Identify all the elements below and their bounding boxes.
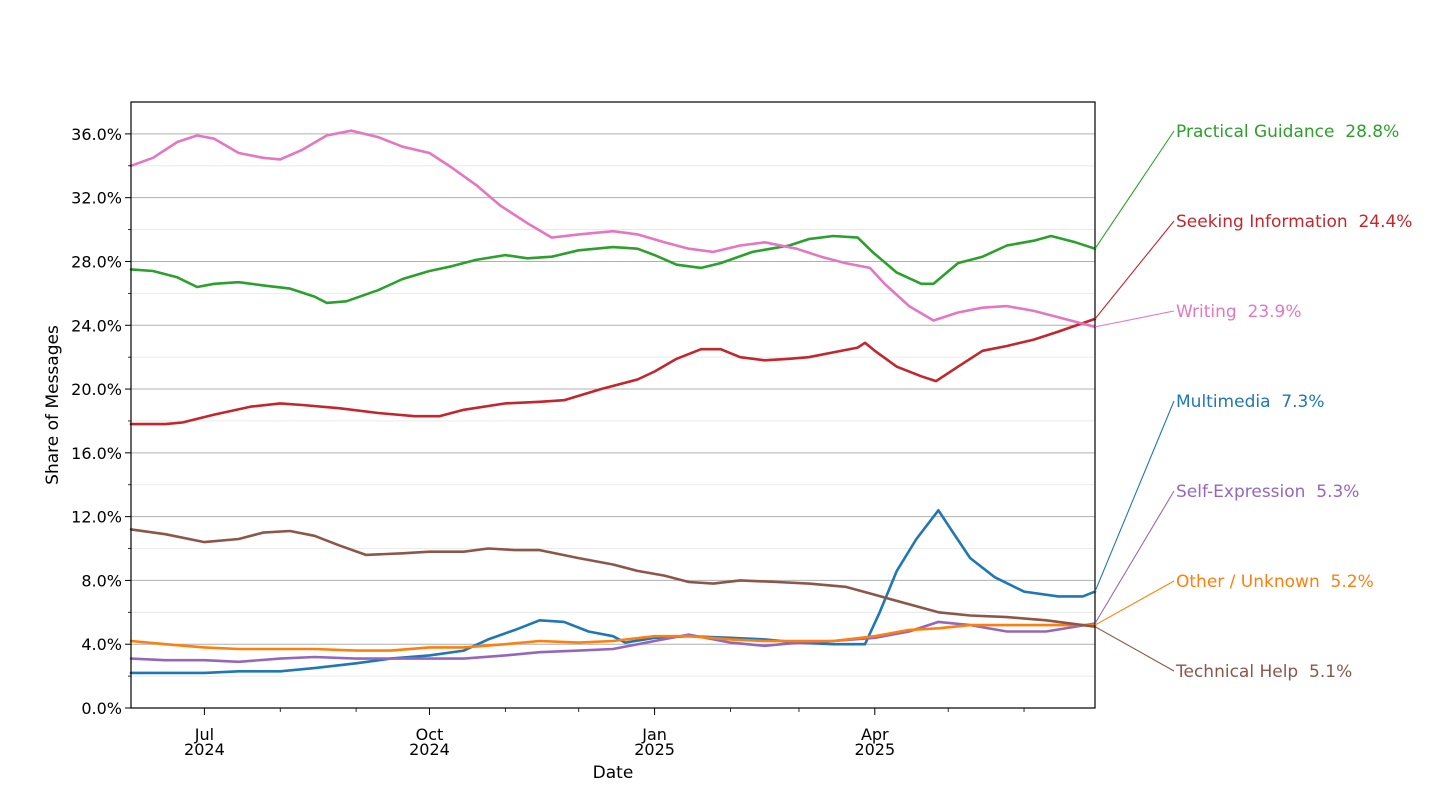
leader-line-practical-guidance [1094, 130, 1175, 250]
series-line-technical-help [129, 528, 1097, 629]
y-tick-label: 0.0% [81, 699, 122, 718]
x-tick-month: Apr [861, 725, 889, 744]
series-line-seeking-information [129, 317, 1097, 426]
x-tick-year: 2025 [634, 740, 675, 759]
x-tick-year: 2024 [184, 740, 225, 759]
y-tick-label: 12.0% [71, 508, 122, 527]
series-line-other-unknown [129, 623, 1097, 652]
end-label-seeking-information: Seeking Information 24.4% [1176, 212, 1412, 232]
y-tick-label: 16.0% [71, 444, 122, 463]
y-tick-label: 8.0% [81, 571, 122, 590]
leader-line-writing [1094, 310, 1175, 328]
end-label-technical-help: Technical Help 5.1% [1175, 662, 1352, 682]
series-line-self-expression [129, 620, 1097, 664]
plot-frame [130, 101, 1096, 709]
series-line-practical-guidance [129, 234, 1097, 305]
leader-line-self-expression [1094, 490, 1175, 624]
y-tick-label: 36.0% [71, 125, 122, 144]
end-label-multimedia: Multimedia 7.3% [1176, 392, 1325, 412]
leader-line-seeking-information [1094, 220, 1175, 320]
leader-line-other-unknown [1094, 580, 1175, 626]
leader-line-technical-help [1094, 626, 1175, 672]
end-label-other-unknown: Other / Unknown 5.2% [1176, 572, 1374, 592]
end-label-self-expression: Self-Expression 5.3% [1176, 482, 1359, 502]
x-tick-month: Oct [416, 725, 444, 744]
x-tick-year: 2025 [854, 740, 895, 759]
series-line-multimedia [129, 508, 1097, 675]
x-tick-year: 2024 [409, 740, 450, 759]
leader-line-multimedia [1094, 400, 1175, 592]
series-line-writing [129, 129, 1097, 329]
x-tick-month: Jul [194, 725, 214, 744]
gridlines [131, 133, 1095, 677]
end-label-writing: Writing 23.9% [1176, 302, 1302, 322]
y-axis-title: Share of Messages [43, 325, 63, 485]
x-tick-month: Jan [641, 725, 667, 744]
end-label-practical-guidance: Practical Guidance 28.8% [1176, 122, 1399, 142]
y-tick-label: 20.0% [71, 380, 122, 399]
y-tick-label: 4.0% [81, 635, 122, 654]
y-tick-label: 32.0% [71, 189, 122, 208]
x-axis-title: Date [593, 763, 634, 783]
y-axis: 0.0% 4.0% 8.0% 12.0% 16.0% 20.0% 24.0% 28.0% 32.… [71, 125, 131, 718]
y-tick-label: 24.0% [71, 316, 122, 335]
end-labels: Practical Guidance 28.8% Seeking Informat… [1094, 122, 1412, 682]
y-tick-label: 28.0% [71, 252, 122, 271]
series-lines [129, 129, 1097, 675]
